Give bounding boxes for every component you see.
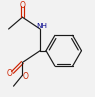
Text: O: O	[7, 69, 13, 78]
Text: O: O	[19, 1, 25, 10]
Text: NH: NH	[37, 23, 48, 29]
Text: O: O	[22, 72, 28, 81]
